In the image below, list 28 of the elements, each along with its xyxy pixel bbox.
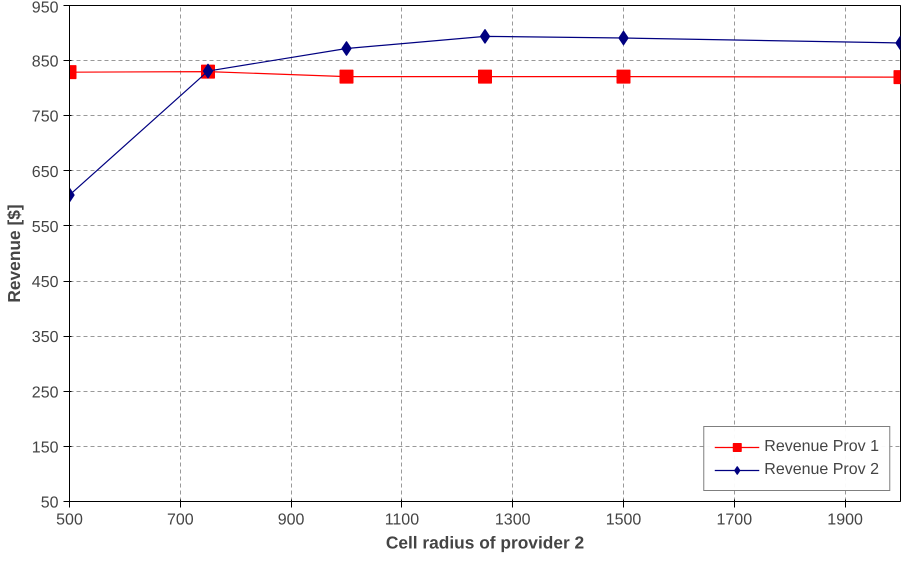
x-tick-label: 1100 (384, 512, 420, 528)
y-tick-label: 50 (40, 494, 59, 512)
y-tick-label: 950 (32, 0, 59, 16)
point (341, 40, 352, 56)
y-tick-label: 650 (32, 164, 59, 181)
point (480, 28, 490, 44)
y-tick-label: 550 (32, 218, 59, 236)
legend-label: Revenue Prov 1 (764, 438, 879, 456)
x-tick-label: 1700 (716, 512, 752, 528)
y-tick-label: 450 (32, 274, 59, 292)
y-tick-label: 850 (32, 54, 59, 71)
legend-label: Revenue Prov 2 (764, 461, 879, 479)
x-tick-label: 1500 (606, 512, 642, 528)
x-tick-label: 900 (278, 512, 305, 528)
x-tick-label: 700 (166, 512, 194, 528)
y-tick-label: 750 (32, 108, 59, 126)
x-tick-label: 500 (56, 512, 83, 528)
y-tick-label: 150 (32, 439, 59, 456)
point (340, 70, 354, 84)
point (618, 30, 629, 46)
y-axis-title: Revenue [$] (4, 204, 24, 303)
x-tick-label: 1900 (827, 512, 863, 528)
point (478, 70, 492, 84)
x-tick-label: 1300 (494, 512, 531, 528)
y-tick-label: 250 (32, 384, 59, 402)
x-axis-title: Cell radius of provider 2 (386, 532, 584, 552)
point (616, 70, 630, 84)
y-tick-label: 350 (32, 329, 59, 346)
